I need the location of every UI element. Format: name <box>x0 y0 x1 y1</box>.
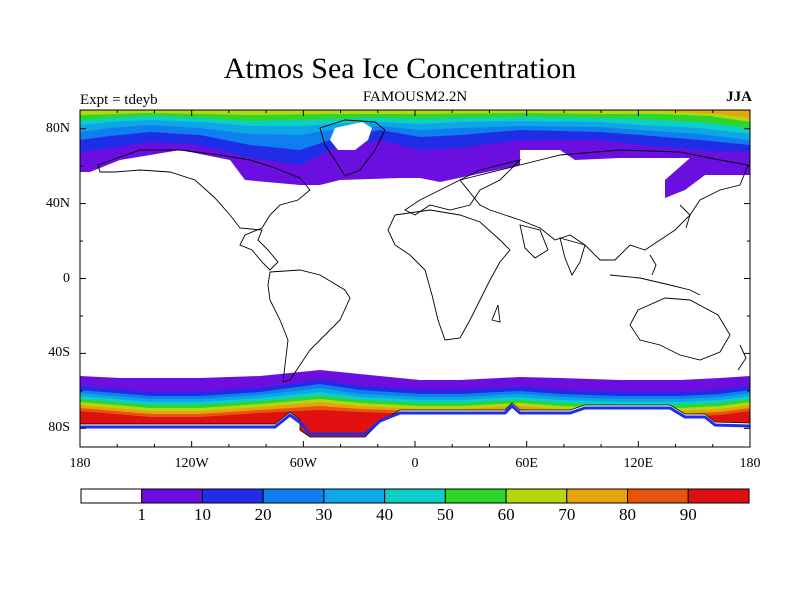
colorbar-box <box>687 488 750 504</box>
x-tick-label: 120E <box>623 456 654 471</box>
antarctica-land <box>80 402 750 447</box>
map-field <box>80 110 750 447</box>
colorbar-box <box>505 488 568 504</box>
colorbar-box <box>444 488 507 504</box>
x-tick-label: 60W <box>289 456 317 471</box>
y-tick-label: 40N <box>45 195 70 211</box>
plot-title: Atmos Sea Ice Concentration <box>223 52 577 85</box>
x-tick-label: 180 <box>69 456 91 471</box>
antarctic-edge-blue <box>80 403 750 436</box>
colorbar-box <box>566 488 629 504</box>
colorbar-box <box>141 488 203 504</box>
x-tick-label: 60E <box>515 456 538 471</box>
arctic-band-7 <box>80 110 750 122</box>
x-tick-label: 180 <box>739 456 761 471</box>
coastlines <box>97 119 749 383</box>
experiment-label: Expt = tdeyb <box>80 92 158 108</box>
y-tick-label: 80N <box>45 120 70 136</box>
colorbar-label: 10 <box>193 505 211 524</box>
axis-ticks <box>79 110 751 447</box>
colorbar-label: 30 <box>315 505 333 524</box>
colorbar-box <box>80 488 143 504</box>
arctic-band-8 <box>650 110 750 118</box>
colorbar-label: 1 <box>137 505 146 524</box>
colorbar-label: 60 <box>497 505 515 524</box>
y-tick-label: 0 <box>63 270 70 286</box>
colorbar-box <box>384 488 446 504</box>
colorbar <box>80 488 750 504</box>
x-tick-label: 0 <box>411 456 419 471</box>
x-tick-label: 120W <box>174 456 209 471</box>
colorbar-box <box>201 488 264 504</box>
plot-subtitle: FAMOUSM2.2N <box>362 89 468 105</box>
y-tick-label: 40S <box>48 345 70 361</box>
y-tick-label: 80S <box>48 420 70 436</box>
colorbar-label: 50 <box>436 505 454 524</box>
colorbar-box <box>262 488 325 504</box>
colorbar-label: 20 <box>254 505 272 524</box>
colorbar-label: 90 <box>679 505 697 524</box>
colorbar-label: 70 <box>558 505 576 524</box>
colorbar-box <box>627 488 689 504</box>
season-label: JJA <box>726 89 752 105</box>
greenland-land <box>330 122 372 150</box>
colorbar-box <box>323 488 386 504</box>
colorbar-label: 40 <box>376 505 394 524</box>
colorbar-label: 80 <box>619 505 637 524</box>
